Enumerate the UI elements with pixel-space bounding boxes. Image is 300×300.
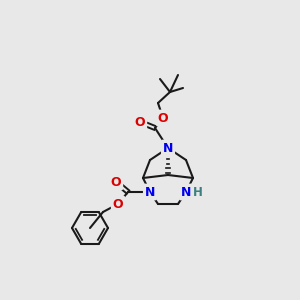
Text: O: O (111, 176, 121, 188)
Text: N: N (163, 142, 173, 154)
Text: O: O (135, 116, 145, 128)
Text: O: O (158, 112, 168, 124)
Text: N: N (145, 185, 155, 199)
Text: H: H (193, 185, 203, 199)
Text: N: N (181, 185, 191, 199)
Text: O: O (113, 197, 123, 211)
